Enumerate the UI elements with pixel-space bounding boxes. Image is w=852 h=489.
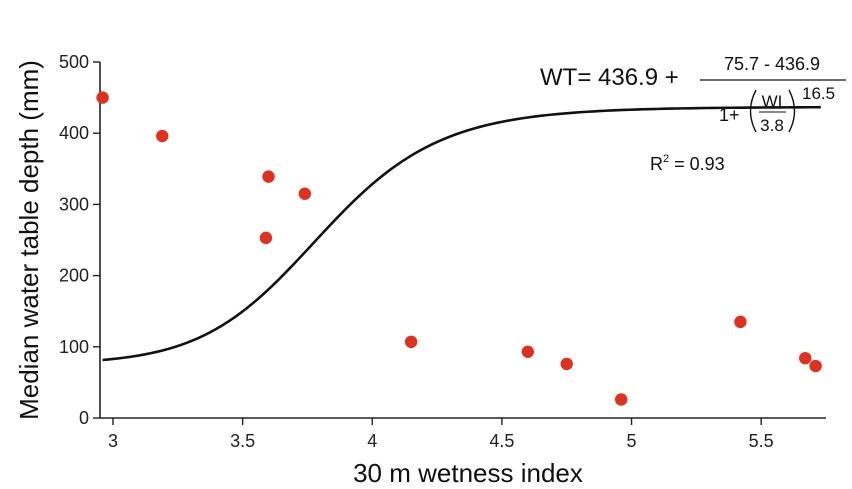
- data-point: [298, 187, 312, 200]
- y-tick-label: 100: [59, 337, 89, 357]
- data-point: [262, 170, 275, 183]
- data-point: [560, 357, 573, 371]
- x-tick-label: 4.5: [489, 431, 514, 451]
- equation-right-paren: [788, 89, 796, 133]
- y-axis-title: Median water table depth (mm): [14, 60, 44, 420]
- y-tick-label: 400: [59, 123, 89, 143]
- equation-ratio-numerator: WI: [762, 92, 783, 111]
- x-axis-title: 30 m wetness index: [353, 458, 583, 488]
- data-point: [799, 351, 812, 365]
- x-tick-label: 5: [627, 431, 637, 451]
- r-squared-r: R: [650, 154, 663, 174]
- equation-left-paren: [749, 89, 757, 133]
- equation-denominator-prefix: 1+: [719, 105, 740, 125]
- data-point: [734, 315, 747, 329]
- data-points: [96, 91, 822, 406]
- equation-lhs: WT= 436.9 +: [540, 64, 679, 91]
- x-tick-label: 3.5: [230, 431, 255, 451]
- equation-ratio-denominator: 3.8: [760, 116, 784, 135]
- data-point: [521, 345, 535, 358]
- x-tick-label: 4: [367, 431, 377, 451]
- x-tick-label: 5.5: [749, 431, 774, 451]
- r-squared-label: R2 = 0.93: [650, 153, 725, 174]
- data-point: [404, 335, 418, 349]
- data-point: [259, 231, 273, 245]
- x-tick-label: 3: [108, 431, 118, 451]
- equation: WT= 436.9 + 75.7 - 436.9 1+ WI 3.8 16.5 …: [540, 54, 846, 174]
- y-tick-label: 200: [59, 266, 89, 286]
- r-squared-superscript: 2: [663, 153, 669, 165]
- fit-curve: [102, 105, 821, 362]
- axes: [99, 62, 826, 419]
- y-tick-label: 300: [59, 194, 89, 214]
- y-ticks: 0 100 200 300 400 500: [59, 52, 100, 428]
- data-point: [614, 393, 628, 406]
- data-point: [809, 359, 822, 373]
- data-point: [96, 91, 109, 104]
- equation-numerator: 75.7 - 436.9: [724, 54, 820, 74]
- r-squared-value: = 0.93: [669, 154, 725, 174]
- data-point: [156, 129, 169, 143]
- x-ticks: 3 3.5 4 4.5 5 5.5: [108, 418, 774, 451]
- y-tick-label: 500: [59, 52, 89, 72]
- equation-exponent: 16.5: [802, 84, 835, 103]
- y-tick-label: 0: [79, 408, 89, 428]
